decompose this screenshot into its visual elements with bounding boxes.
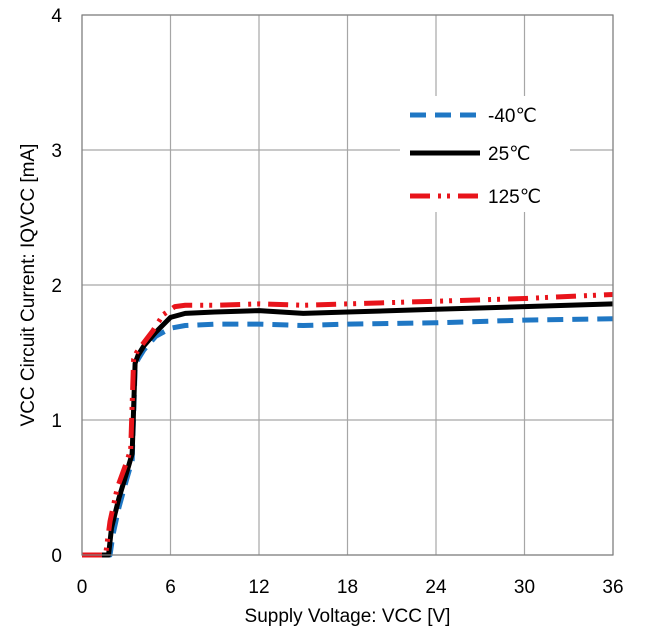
legend-label-1: 25℃	[488, 144, 530, 165]
legend-label-2: 125℃	[488, 187, 541, 208]
y-axis-label: VCC Circuit Current: IQVCC [mA]	[18, 144, 39, 427]
y-tick-labels: 0 1 2 3 4	[51, 6, 62, 567]
legend-label-0: -40℃	[488, 106, 537, 127]
x-tick-label: 18	[337, 577, 358, 598]
y-tick-label: 1	[51, 411, 62, 432]
x-axis-label: Supply Voltage: VCC [V]	[245, 606, 451, 627]
y-tick-label: 4	[51, 6, 62, 27]
series-line-1	[82, 301, 614, 558]
plot-border	[81, 14, 614, 556]
x-tick-label: 30	[514, 577, 535, 598]
x-tick-label: 6	[165, 577, 176, 598]
x-tick-label: 24	[425, 577, 447, 598]
y-tick-label: 2	[51, 276, 62, 297]
x-tick-label: 12	[248, 577, 269, 598]
legend: -40℃ 25℃ 125℃	[400, 96, 570, 212]
series-layer	[82, 291, 614, 558]
x-tick-label: 0	[77, 577, 88, 598]
y-tick-label: 3	[51, 141, 62, 162]
x-tick-label: 36	[602, 577, 623, 598]
y-tick-label: 0	[51, 546, 62, 567]
x-tick-labels: 0 6 12 18 24 30 36	[77, 577, 624, 598]
